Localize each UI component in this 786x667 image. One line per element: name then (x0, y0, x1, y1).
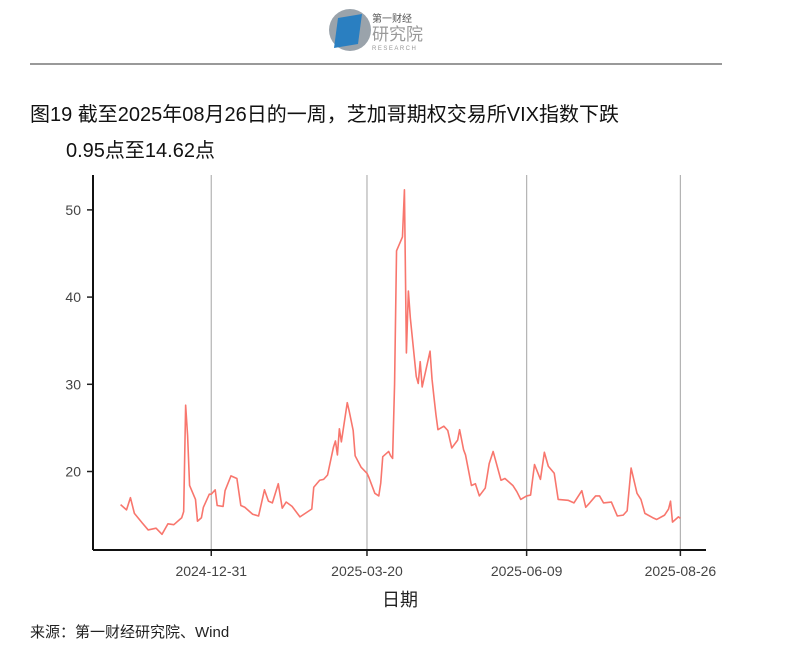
logo-main: 研究院 (372, 25, 423, 44)
chart-title: 图19 截至2025年08月26日的一周，芝加哥期权交易所VIX指数下跌 (30, 104, 620, 126)
logo: 第一财经 研究院 RESEARCH (329, 9, 423, 52)
logo-icon (334, 14, 362, 48)
logo-top: 第一财经 (372, 12, 412, 25)
x-tick-label: 2025-08-26 (645, 563, 717, 579)
y-tick-label: 50 (65, 202, 81, 218)
x-tick-label: 2024-12-31 (175, 563, 247, 579)
source: 来源：第一财经研究院、Wind (30, 623, 229, 641)
x-axis-label: 日期 (382, 590, 418, 610)
line (120, 189, 681, 536)
logo-sub: RESEARCH (372, 46, 417, 52)
y-tick-label: 20 (65, 464, 81, 480)
y-tick-label: 40 (65, 289, 81, 305)
y-tick-label: 30 (65, 376, 81, 392)
x-tick-label: 2025-03-20 (331, 563, 403, 579)
x-tick-label: 2025-06-09 (491, 563, 563, 579)
chart-title: 0.95点至14.62点 (66, 140, 215, 162)
